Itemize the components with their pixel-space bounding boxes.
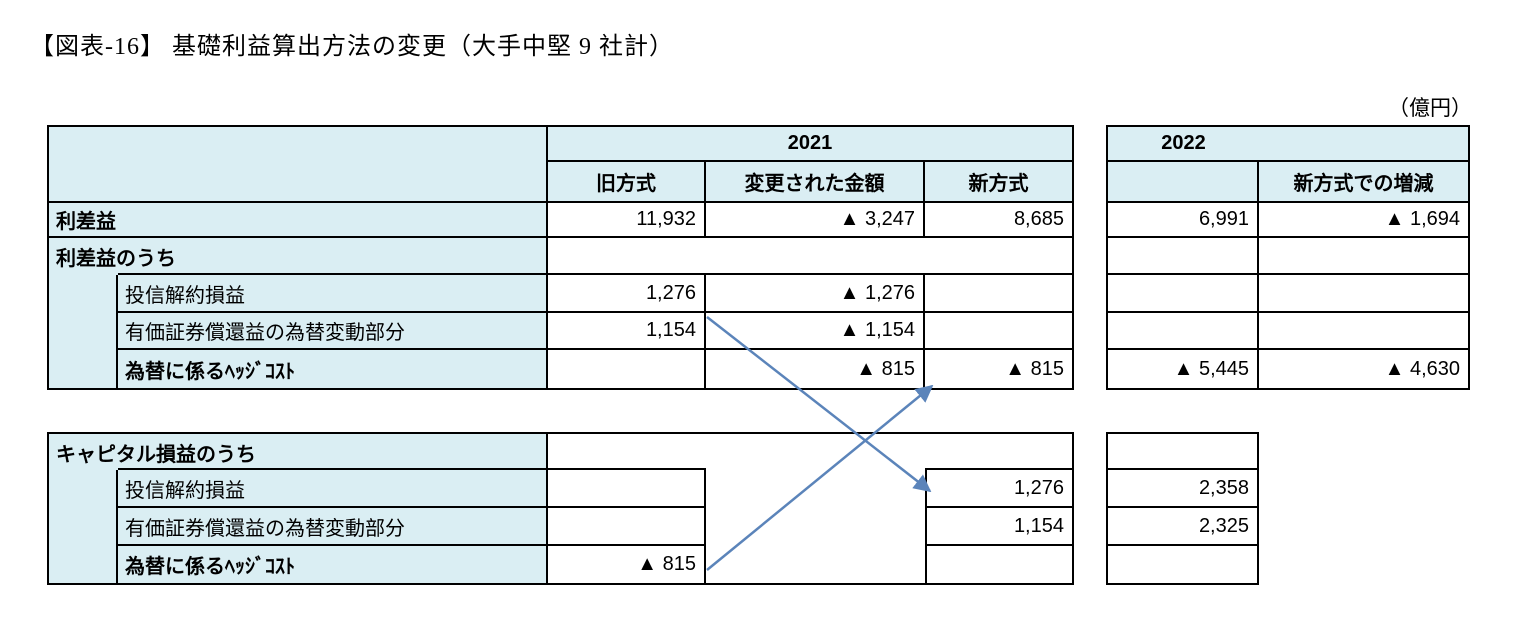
cell-capital-fund-cancellation-new: 1,276 <box>925 470 1072 508</box>
figure-title: 【図表-16】 基礎利益算出方法の変更（大手中堅 9 社計） <box>30 34 674 60</box>
row-label-hedge-cost: 為替に係るﾍｯｼﾞｺｽﾄ <box>118 350 548 388</box>
cell-2022-empty <box>1259 238 1468 275</box>
cell-capital-hedge-cost-new <box>925 546 1072 583</box>
cell-fund-cancellation-new <box>925 275 1072 313</box>
cell-of-which-merged-empty <box>548 238 1072 275</box>
cell-capital-fx-portion-new: 1,154 <box>925 508 1072 546</box>
row-label-of-which-interest: 利差益のうち <box>49 238 176 275</box>
spacer-cell <box>118 238 548 275</box>
table-2021: 2021 旧方式 変更された金額 新方式 利差益 11,932 ▲ 3,247 … <box>47 125 1074 390</box>
cell-2022-empty <box>1108 275 1259 313</box>
cell-capital-hedge-cost-old: ▲ 815 <box>548 546 706 583</box>
cell-hedge-cost-old <box>548 350 706 388</box>
cell-capital-2022-fx-portion: 2,325 <box>1108 508 1257 546</box>
cell-2022-empty <box>1108 238 1259 275</box>
header-filler-cell <box>1259 127 1468 162</box>
open-region <box>706 508 925 546</box>
indent-strip <box>49 350 118 388</box>
open-region <box>925 434 1072 470</box>
header-year-2022: 2022 <box>1108 127 1259 162</box>
cell-fx-portion-changed: ▲ 1,154 <box>706 313 925 350</box>
cell-capital-2022-empty <box>1108 434 1257 470</box>
row-label-fund-cancellation: 投信解約損益 <box>118 275 548 313</box>
cell-capital-fund-cancellation-old <box>548 470 706 508</box>
row-label-fx-portion-redemption: 有価証券償還益の為替変動部分 <box>118 313 548 350</box>
cell-capital-2022-fund-cancellation: 2,358 <box>1108 470 1257 508</box>
cell-capital-fx-portion-old <box>548 508 706 546</box>
row-label-fx-portion-capital: 有価証券償還益の為替変動部分 <box>118 508 548 546</box>
cell-2022-empty <box>1259 313 1468 350</box>
row-label-hedge-cost-capital: 為替に係るﾍｯｼﾞｺｽﾄ <box>118 546 548 583</box>
row-label-fund-cancellation-capital: 投信解約損益 <box>118 470 548 508</box>
open-region <box>706 434 925 470</box>
cell-fx-portion-new <box>925 313 1072 350</box>
header-filler-cell <box>1108 162 1259 203</box>
open-region <box>706 546 925 583</box>
unit-label: （億円） <box>1388 97 1472 120</box>
cell-2022-hedge-cost-delta: ▲ 4,630 <box>1384 357 1460 380</box>
cell-fund-cancellation-changed: ▲ 1,276 <box>706 275 925 313</box>
indent-strip <box>49 508 118 546</box>
cell-2022-interest-margin-delta: ▲ 1,694 <box>1259 203 1468 238</box>
indent-strip <box>49 275 118 313</box>
cell-interest-margin-new: 8,685 <box>925 203 1072 238</box>
indent-strip <box>49 546 118 583</box>
cell-interest-margin-changed: ▲ 3,247 <box>706 203 925 238</box>
cell-fund-cancellation-old: 1,276 <box>548 275 706 313</box>
col-header-new-method: 新方式 <box>925 162 1072 203</box>
cell-hedge-cost-changed: ▲ 815 <box>706 350 925 388</box>
row-label-of-which-capital: キャピタル損益のうち <box>49 434 256 470</box>
indent-strip <box>49 470 118 508</box>
cell-hedge-cost-new: ▲ 815 <box>1005 357 1064 380</box>
header-corner-cell <box>49 127 548 203</box>
col-header-new-method-delta: 新方式での増減 <box>1259 162 1468 203</box>
cell-interest-margin-old: 11,932 <box>548 203 706 238</box>
cell-2022-empty <box>1259 275 1468 313</box>
cell-2022-hedge-cost: ▲ 5,445 <box>1108 350 1259 388</box>
row-label-interest-margin: 利差益 <box>49 203 548 238</box>
table-capital-2022: 2,358 2,325 <box>1106 432 1259 585</box>
spacer-cell <box>118 434 548 470</box>
cell-capital-of-which-old <box>548 434 706 470</box>
table-2022: 2022 新方式での増減 6,991 ▲ 1,694 ▲ 5,445 ▲ 4,6… <box>1106 125 1470 390</box>
cell-fx-portion-old: 1,154 <box>548 313 706 350</box>
cell-2022-interest-margin: 6,991 <box>1108 203 1259 238</box>
table-capital-gains: キャピタル損益のうち 投信解約損益 1,276 有価証券償還益の為替変動部分 1… <box>47 432 1074 585</box>
indent-strip <box>49 313 118 350</box>
col-header-changed-amount: 変更された金額 <box>706 162 925 203</box>
cell-2022-empty <box>1108 313 1259 350</box>
cell-capital-2022-empty <box>1108 546 1257 583</box>
header-year-2021: 2021 <box>548 127 1072 162</box>
col-header-old-method: 旧方式 <box>548 162 706 203</box>
open-region <box>706 470 925 508</box>
